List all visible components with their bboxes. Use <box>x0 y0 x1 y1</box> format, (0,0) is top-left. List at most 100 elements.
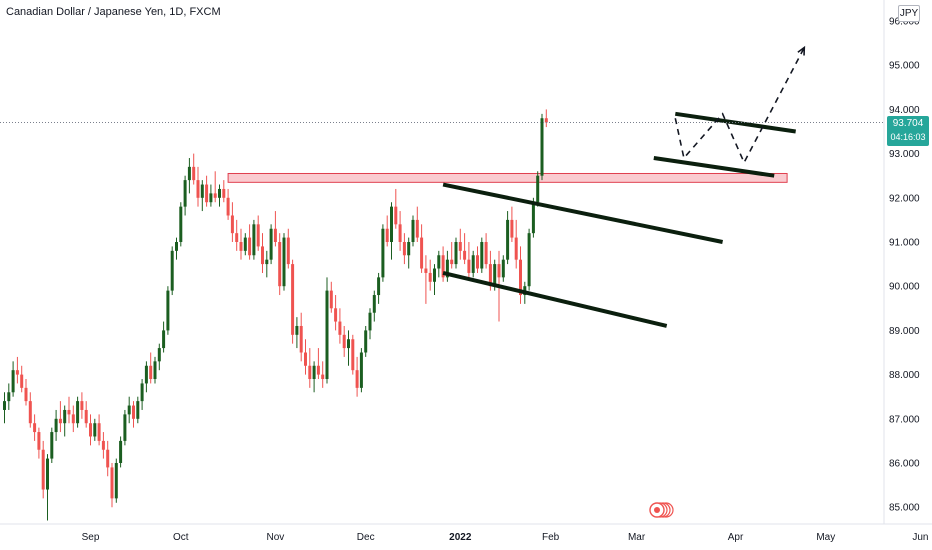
candle <box>467 242 471 278</box>
candle <box>15 356 19 384</box>
candle-body <box>531 202 535 234</box>
candle <box>355 356 359 397</box>
candle-body <box>24 387 28 402</box>
candle-body <box>355 370 359 388</box>
candle-body <box>58 418 62 424</box>
y-tick-label: 91.000 <box>889 238 920 249</box>
candle-body <box>364 330 368 353</box>
replay-icon[interactable] <box>649 502 674 518</box>
candle <box>368 308 372 340</box>
trendline-upper-channel-bottom[interactable] <box>653 156 775 178</box>
x-tick-label: Mar <box>628 532 646 543</box>
candle <box>226 188 230 220</box>
candle-body <box>308 365 312 380</box>
x-tick-label: 2022 <box>449 532 472 543</box>
candle <box>411 215 415 247</box>
candle-body <box>114 463 118 499</box>
candle-body <box>372 295 376 313</box>
candle-body <box>454 242 458 265</box>
candle <box>153 356 157 384</box>
candle <box>200 180 204 212</box>
candle <box>140 379 144 410</box>
candle <box>222 180 226 203</box>
candle <box>308 348 312 388</box>
candle-body <box>54 418 58 433</box>
candle-body <box>157 348 161 362</box>
candle <box>347 330 350 366</box>
x-tick-label: May <box>816 532 835 543</box>
candle <box>127 396 131 424</box>
candle-body <box>433 268 436 282</box>
projection-path[interactable] <box>674 47 806 165</box>
candle <box>385 215 389 247</box>
trendline-lower-channel-bottom[interactable] <box>442 270 668 328</box>
candle <box>299 312 303 362</box>
y-tick-label: 86.000 <box>889 459 920 470</box>
candle <box>157 343 161 371</box>
candle-body <box>497 264 501 278</box>
x-axis[interactable]: Sep Oct Nov Dec 2022 Feb Mar Apr May Jun <box>82 532 929 543</box>
trendline-lower-channel-top[interactable] <box>442 182 724 244</box>
candle-body <box>467 259 471 273</box>
y-tick-label: 85.000 <box>889 503 920 514</box>
candle <box>11 361 15 397</box>
candle <box>506 211 510 265</box>
candle <box>144 361 148 393</box>
candle-body <box>50 432 54 459</box>
candle-body <box>183 180 187 207</box>
resistance-zone-layer <box>227 172 788 183</box>
candle-body <box>28 401 32 424</box>
candle <box>106 440 110 477</box>
candle <box>119 436 123 468</box>
candle-body <box>282 237 286 287</box>
candle-body <box>239 242 243 251</box>
last-price-tag: 93.704 04:16:03 <box>887 116 929 146</box>
candle-body <box>291 264 295 335</box>
candle-body <box>269 228 273 260</box>
candle-body <box>123 414 127 441</box>
candle-body <box>261 246 264 265</box>
candle <box>123 409 127 446</box>
candle-body <box>506 219 510 260</box>
candle-body <box>415 219 419 238</box>
candle <box>377 272 381 304</box>
resistance-zone[interactable] <box>227 172 788 183</box>
candles-layer <box>3 109 548 521</box>
candle-body <box>226 197 230 216</box>
candle <box>325 277 329 384</box>
candle-body <box>213 193 217 198</box>
y-axis[interactable]: 96.000 95.000 94.000 93.000 92.000 91.000 90.0… <box>889 17 920 514</box>
candle <box>424 255 428 304</box>
candle-body <box>334 308 338 322</box>
candle <box>454 237 458 269</box>
candle <box>110 463 114 508</box>
candle <box>248 224 252 260</box>
candle-body <box>106 449 110 468</box>
x-tick-label: Oct <box>173 532 189 543</box>
candle <box>179 202 183 247</box>
candle-body <box>209 193 213 203</box>
candle-body <box>286 237 290 265</box>
candle-body <box>46 458 49 490</box>
candle <box>175 237 178 260</box>
candle <box>7 383 11 410</box>
candle-body <box>484 242 488 265</box>
candle <box>407 237 411 269</box>
candle-body <box>329 290 333 309</box>
candle <box>67 396 71 424</box>
currency-badge[interactable]: JPY <box>898 5 920 22</box>
candle-body <box>265 259 269 265</box>
candle <box>398 211 402 251</box>
candle-body <box>20 374 24 388</box>
candle <box>304 339 307 375</box>
candle-body <box>136 401 140 419</box>
candle <box>239 228 243 260</box>
candle-body <box>11 370 15 393</box>
candle <box>338 308 342 344</box>
candle-body <box>84 409 88 424</box>
candle-body <box>140 383 144 402</box>
candle-body <box>377 277 381 296</box>
candle <box>372 290 376 322</box>
candle <box>351 334 355 375</box>
